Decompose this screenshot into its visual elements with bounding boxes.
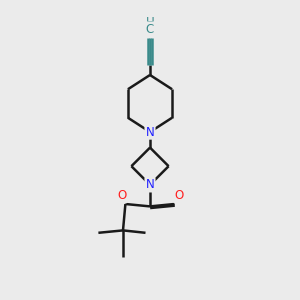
Text: O: O bbox=[175, 189, 184, 202]
Text: C: C bbox=[146, 22, 154, 36]
Text: N: N bbox=[146, 178, 154, 191]
Text: N: N bbox=[146, 125, 154, 139]
Text: O: O bbox=[117, 189, 126, 202]
Text: H: H bbox=[146, 16, 154, 29]
